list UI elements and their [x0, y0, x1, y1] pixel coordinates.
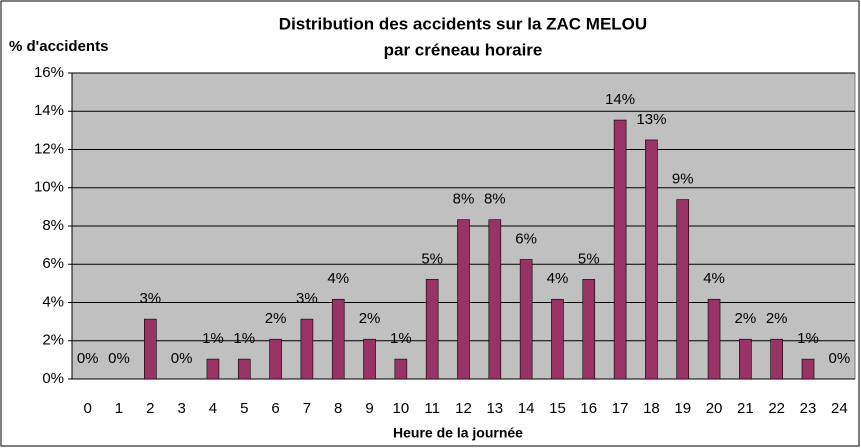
- data-label: 2%: [766, 310, 788, 327]
- y-tick-label: 8%: [42, 217, 64, 234]
- x-tick-label: 23: [800, 400, 817, 417]
- x-tick-label: 4: [209, 400, 217, 417]
- x-tick-label: 18: [643, 400, 660, 417]
- x-tick-label: 17: [612, 400, 629, 417]
- x-tick-label: 12: [455, 400, 472, 417]
- y-tick-label: 6%: [42, 255, 64, 272]
- data-label: 1%: [797, 330, 819, 347]
- data-label: 4%: [703, 270, 725, 287]
- bar: [645, 139, 658, 380]
- x-tick-label: 8: [334, 400, 342, 417]
- x-tick-label: 0: [83, 400, 91, 417]
- data-label: 6%: [515, 230, 537, 247]
- x-tick-label: 9: [365, 400, 373, 417]
- bar: [300, 318, 314, 380]
- x-axis-title: Heure de la journée: [393, 425, 523, 441]
- data-label: 1%: [390, 330, 412, 347]
- data-label: 2%: [359, 310, 381, 327]
- x-tick-label: 6: [271, 400, 279, 417]
- x-tick-label: 11: [424, 400, 440, 417]
- y-tick-label: 14%: [34, 102, 64, 119]
- data-label: 2%: [265, 310, 287, 327]
- x-tick-label: 13: [486, 400, 503, 417]
- bar: [676, 199, 690, 380]
- bar: [363, 338, 376, 380]
- data-label: 1%: [233, 330, 255, 347]
- y-tick-label: 10%: [34, 179, 64, 196]
- data-label: 9%: [672, 171, 694, 188]
- data-label: 0%: [77, 350, 99, 367]
- x-tick-label: 10: [393, 400, 410, 417]
- x-tick-label: 15: [549, 400, 566, 417]
- data-label: 5%: [578, 250, 600, 267]
- bar: [613, 119, 627, 380]
- data-label: 14%: [605, 91, 635, 108]
- bar: [488, 219, 502, 380]
- bar: [144, 318, 157, 380]
- bar: [582, 279, 596, 380]
- bar: [707, 298, 721, 380]
- data-label: 13%: [636, 111, 666, 128]
- y-tick-label: 12%: [34, 140, 64, 157]
- bar: [394, 358, 408, 380]
- x-tick-label: 5: [240, 400, 248, 417]
- data-label: 5%: [421, 250, 443, 267]
- y-tick-label: 16%: [34, 64, 64, 81]
- bar: [331, 298, 345, 380]
- y-tick-label: 0%: [42, 370, 64, 387]
- bar: [206, 358, 220, 380]
- bar: [770, 338, 784, 380]
- data-label: 2%: [735, 310, 757, 327]
- y-tick-label: 4%: [42, 293, 64, 310]
- data-label: 4%: [327, 270, 349, 287]
- x-tick-label: 22: [768, 400, 785, 417]
- x-tick-label: 24: [831, 400, 848, 417]
- x-tick-label: 14: [518, 400, 535, 417]
- y-tick-label: 2%: [42, 332, 64, 349]
- bar: [801, 358, 815, 380]
- bar: [519, 259, 533, 380]
- bar: [425, 279, 439, 380]
- chart-title: par créneau horaire: [384, 40, 543, 59]
- x-tick-label: 20: [706, 400, 723, 417]
- bar: [237, 358, 251, 380]
- data-label: 0%: [108, 350, 130, 367]
- x-tick-label: 19: [674, 400, 691, 417]
- x-tick-label: 3: [177, 400, 185, 417]
- data-label: 8%: [453, 191, 475, 208]
- x-tick-label: 21: [737, 400, 754, 417]
- x-tick-label: 2: [146, 400, 154, 417]
- x-tick-label: 1: [115, 400, 123, 417]
- bar: [551, 298, 564, 380]
- data-label: 4%: [547, 270, 569, 287]
- bar: [269, 338, 282, 380]
- data-label: 3%: [296, 290, 318, 307]
- data-label: 8%: [484, 191, 506, 208]
- data-label: 0%: [828, 350, 850, 367]
- y-axis-title: % d'accidents: [9, 38, 108, 55]
- chart-title: Distribution des accidents sur la ZAC ME…: [279, 14, 647, 33]
- bar: [457, 219, 470, 380]
- data-label: 0%: [171, 350, 193, 367]
- x-tick-label: 7: [303, 400, 311, 417]
- data-label: 1%: [202, 330, 224, 347]
- x-tick-label: 16: [580, 400, 597, 417]
- bar: [739, 338, 752, 380]
- data-label: 3%: [139, 290, 161, 307]
